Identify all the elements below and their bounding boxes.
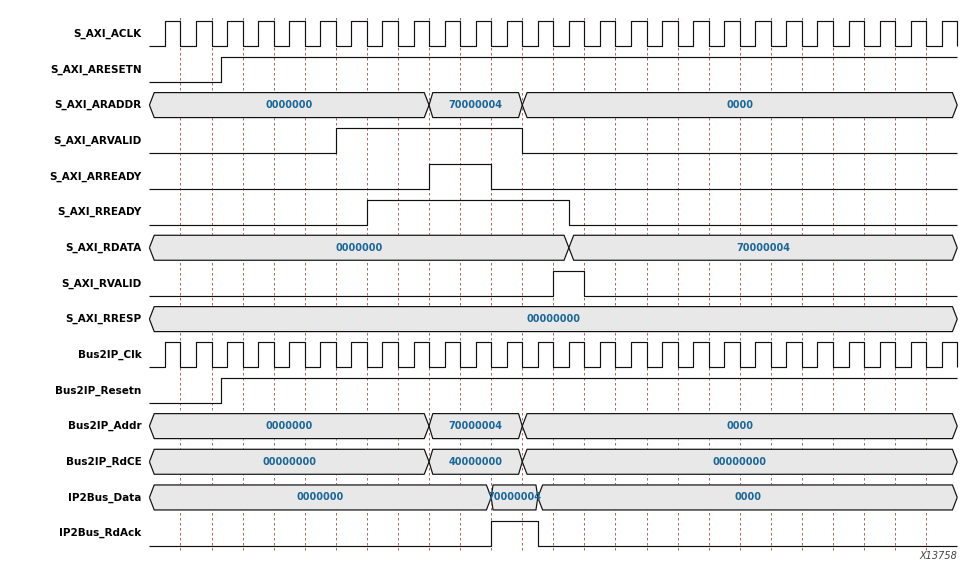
Polygon shape xyxy=(492,485,538,510)
Text: IP2Bus_RdAck: IP2Bus_RdAck xyxy=(60,528,142,538)
Text: IP2Bus_Data: IP2Bus_Data xyxy=(68,492,142,503)
Text: S_AXI_RVALID: S_AXI_RVALID xyxy=(62,278,142,289)
Polygon shape xyxy=(522,93,957,118)
Text: Bus2IP_Addr: Bus2IP_Addr xyxy=(68,421,142,431)
Text: Bus2IP_Clk: Bus2IP_Clk xyxy=(78,350,142,360)
Text: 0000000: 0000000 xyxy=(266,421,313,431)
Polygon shape xyxy=(149,307,957,332)
Text: Bus2IP_Resetn: Bus2IP_Resetn xyxy=(56,385,142,395)
Text: 0000: 0000 xyxy=(726,421,753,431)
Text: 70000004: 70000004 xyxy=(488,492,542,503)
Text: S_AXI_RDATA: S_AXI_RDATA xyxy=(66,243,142,253)
Polygon shape xyxy=(569,235,957,260)
Text: 0000000: 0000000 xyxy=(297,492,344,503)
Text: 40000000: 40000000 xyxy=(448,457,502,467)
Text: S_AXI_RRESP: S_AXI_RRESP xyxy=(66,314,142,324)
Text: 0000: 0000 xyxy=(734,492,761,503)
Polygon shape xyxy=(149,235,569,260)
Polygon shape xyxy=(538,485,957,510)
Text: 00000000: 00000000 xyxy=(262,457,316,467)
Text: X13758: X13758 xyxy=(920,551,957,561)
Text: S_AXI_ACLK: S_AXI_ACLK xyxy=(73,28,142,39)
Text: 0000000: 0000000 xyxy=(335,243,383,253)
Polygon shape xyxy=(429,449,522,474)
Text: 70000004: 70000004 xyxy=(736,243,790,253)
Polygon shape xyxy=(522,414,957,438)
Text: S_AXI_ARESETN: S_AXI_ARESETN xyxy=(50,64,142,74)
Text: 0000: 0000 xyxy=(726,100,753,110)
Text: 0000000: 0000000 xyxy=(266,100,313,110)
Text: 00000000: 00000000 xyxy=(526,314,580,324)
Text: S_AXI_ARVALID: S_AXI_ARVALID xyxy=(53,136,142,146)
Polygon shape xyxy=(149,93,429,118)
Text: 70000004: 70000004 xyxy=(448,100,502,110)
Polygon shape xyxy=(149,449,429,474)
Polygon shape xyxy=(149,485,492,510)
Text: S_AXI_RREADY: S_AXI_RREADY xyxy=(58,207,142,217)
Polygon shape xyxy=(149,414,429,438)
Text: 70000004: 70000004 xyxy=(448,421,502,431)
Polygon shape xyxy=(429,414,522,438)
Polygon shape xyxy=(429,93,522,118)
Text: 00000000: 00000000 xyxy=(712,457,766,467)
Text: S_AXI_ARADDR: S_AXI_ARADDR xyxy=(55,100,142,110)
Polygon shape xyxy=(522,449,957,474)
Text: S_AXI_ARREADY: S_AXI_ARREADY xyxy=(49,172,142,182)
Text: Bus2IP_RdCE: Bus2IP_RdCE xyxy=(66,457,142,467)
